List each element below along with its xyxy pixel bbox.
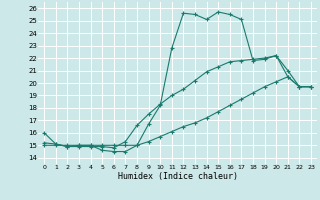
X-axis label: Humidex (Indice chaleur): Humidex (Indice chaleur)	[118, 172, 238, 181]
